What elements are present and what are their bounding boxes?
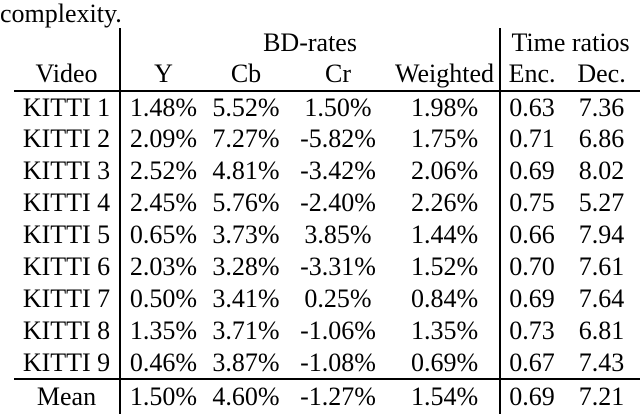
cell-cr: 0.25% [304, 284, 372, 313]
cell-enc: 0.67 [499, 347, 564, 379]
cell-cr: 1.50% [304, 92, 372, 122]
cell-enc: 0.70 [499, 251, 564, 283]
cell-cb: 3.41% [212, 284, 280, 313]
cell-video: KITTI 2 [22, 124, 111, 153]
cell-weighted: 2.26% [410, 188, 479, 217]
cell-enc: 0.66 [499, 219, 564, 251]
cell-dec: 7.64 [578, 284, 625, 313]
cell-y: 2.52% [119, 155, 206, 187]
cell-y: 1.50% [119, 378, 206, 414]
column-header-weighted: Weighted [390, 58, 501, 92]
cell-dec: 7.43 [578, 347, 625, 377]
cell-enc: 0.71 [499, 123, 564, 155]
cell-video: KITTI 1 [22, 92, 111, 122]
caption-text: complexity. [0, 0, 122, 28]
cell-y: 1.35% [119, 315, 206, 347]
table-row: KITTI 8 1.35% 3.71% -1.06% 1.35% 0.73 6.… [14, 315, 640, 347]
cell-video: KITTI 9 [22, 347, 111, 377]
cell-weighted: 0.84% [410, 284, 479, 313]
column-header-dec: Dec. [563, 58, 640, 92]
cell-video: Mean [14, 378, 120, 414]
cell-cr: -3.31% [300, 252, 376, 281]
cell-dec: 7.36 [578, 92, 625, 122]
cell-y: 0.50% [119, 283, 206, 315]
cell-cb: 3.28% [212, 252, 280, 281]
cell-cr: -5.82% [300, 124, 376, 153]
cell-cr: -1.08% [300, 347, 376, 377]
cell-video: KITTI 6 [22, 252, 111, 281]
cell-y: 2.03% [119, 251, 206, 283]
cell-cb: 4.60% [206, 378, 286, 414]
column-header-row: Video Y Cb Cr Weighted Enc. Dec. [14, 58, 640, 92]
cell-video: KITTI 5 [22, 220, 111, 249]
group-header-bd-rates: BD-rates [118, 28, 501, 58]
cell-enc: 0.69 [499, 283, 564, 315]
cell-cb: 3.71% [212, 316, 280, 345]
group-header-time-ratios: Time ratios [499, 28, 640, 58]
cell-y: 0.65% [119, 219, 206, 251]
corner-cell [14, 28, 120, 58]
cell-dec: 6.86 [578, 124, 625, 153]
cell-enc: 0.63 [499, 91, 564, 123]
cell-dec: 7.94 [578, 220, 625, 249]
cell-video: KITTI 3 [22, 156, 111, 185]
cell-weighted: 1.98% [410, 92, 479, 122]
cell-enc: 0.69 [499, 378, 564, 414]
column-header-cr: Cr [286, 58, 390, 92]
cell-weighted: 1.52% [410, 252, 479, 281]
cell-cb: 5.52% [212, 92, 280, 122]
cell-video: KITTI 4 [22, 188, 111, 217]
cell-weighted: 1.35% [410, 316, 479, 345]
table-row: KITTI 1 1.48% 5.52% 1.50% 1.98% 0.63 7.3… [14, 91, 640, 123]
column-header-cb: Cb [206, 58, 286, 92]
cell-weighted: 1.54% [390, 378, 501, 414]
cell-cr: 3.85% [304, 220, 372, 249]
cell-cr: -3.42% [300, 156, 376, 185]
cell-enc: 0.75 [499, 187, 564, 219]
table-row: KITTI 2 2.09% 7.27% -5.82% 1.75% 0.71 6.… [14, 123, 640, 155]
cell-weighted: 0.69% [410, 347, 479, 377]
cell-cr: -1.27% [286, 378, 390, 414]
table-row: KITTI 7 0.50% 3.41% 0.25% 0.84% 0.69 7.6… [14, 283, 640, 315]
cell-enc: 0.69 [499, 155, 564, 187]
table-row: KITTI 4 2.45% 5.76% -2.40% 2.26% 0.75 5.… [14, 187, 640, 219]
cell-y: 0.46% [119, 347, 206, 379]
cell-cr: -1.06% [300, 316, 376, 345]
column-header-y: Y [119, 58, 206, 92]
cell-weighted: 1.44% [410, 220, 479, 249]
cell-video: KITTI 8 [22, 316, 111, 345]
cell-weighted: 2.06% [410, 156, 479, 185]
cell-y: 1.48% [119, 91, 206, 123]
cell-cb: 3.73% [212, 220, 280, 249]
cell-dec: 6.81 [578, 316, 625, 345]
cell-enc: 0.73 [499, 315, 564, 347]
column-header-enc: Enc. [499, 58, 564, 92]
table-row: KITTI 3 2.52% 4.81% -3.42% 2.06% 0.69 8.… [14, 155, 640, 187]
cell-dec: 8.02 [578, 156, 625, 185]
cell-dec: 7.21 [563, 378, 640, 414]
cell-dec: 5.27 [578, 188, 625, 217]
mean-row: Mean 1.50% 4.60% -1.27% 1.54% 0.69 7.21 [14, 378, 640, 414]
cell-cr: -2.40% [300, 188, 376, 217]
table-row: KITTI 5 0.65% 3.73% 3.85% 1.44% 0.66 7.9… [14, 219, 640, 251]
cell-y: 2.09% [119, 123, 206, 155]
cell-dec: 7.61 [578, 252, 625, 281]
cell-weighted: 1.75% [410, 124, 479, 153]
cell-cb: 4.81% [212, 156, 280, 185]
column-header-video: Video [14, 58, 120, 92]
group-header-row: BD-rates Time ratios [14, 28, 640, 58]
cell-cb: 7.27% [212, 124, 280, 153]
cell-y: 2.45% [119, 187, 206, 219]
cell-video: KITTI 7 [22, 284, 111, 313]
table-row: KITTI 6 2.03% 3.28% -3.31% 1.52% 0.70 7.… [14, 251, 640, 283]
cell-cb: 5.76% [212, 188, 280, 217]
table-row: KITTI 9 0.46% 3.87% -1.08% 0.69% 0.67 7.… [14, 347, 640, 379]
cell-cb: 3.87% [212, 347, 280, 377]
results-table: BD-rates Time ratios Video Y Cb Cr Weigh… [14, 28, 640, 414]
